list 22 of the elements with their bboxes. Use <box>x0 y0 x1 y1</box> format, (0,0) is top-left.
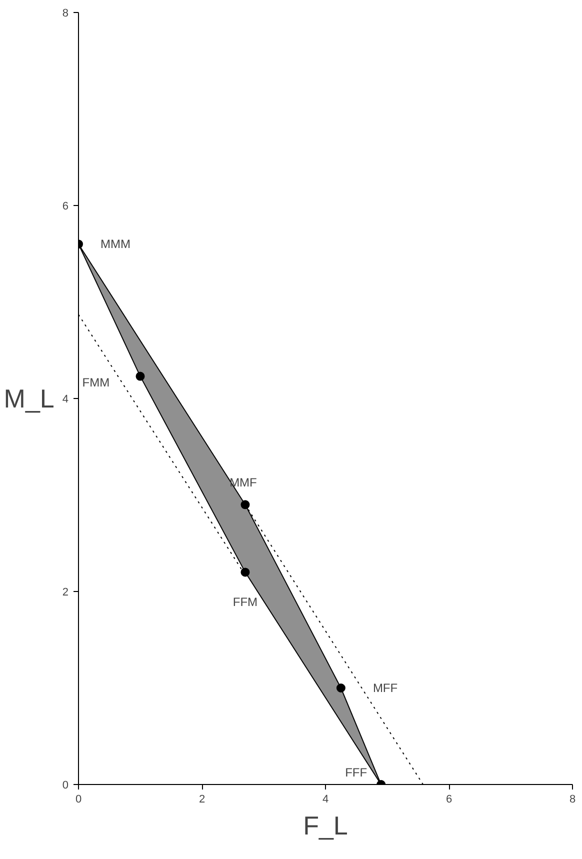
y-tick-label: 2 <box>62 586 69 598</box>
x-tick-label: 6 <box>446 794 452 806</box>
x-tick-label: 4 <box>322 794 329 806</box>
y-axis-title: M_L <box>4 384 54 414</box>
y-tick-label: 4 <box>62 394 69 406</box>
x-tick-label: 8 <box>569 794 576 806</box>
annotation: FFF <box>345 766 368 780</box>
annotation: MMM <box>100 237 130 252</box>
annotation: MFF <box>372 681 398 695</box>
annotation: FMM <box>82 375 110 390</box>
point <box>136 372 145 381</box>
point <box>240 500 250 510</box>
point <box>336 684 346 692</box>
y-tick-label: 8 <box>62 8 69 20</box>
annotation: FFM <box>232 595 258 610</box>
x-tick-label: 2 <box>198 794 206 806</box>
x-axis-title: F_L <box>303 810 348 840</box>
point <box>240 568 250 577</box>
annotation: MMF <box>230 476 257 490</box>
y-tick-label: 6 <box>62 200 69 212</box>
x-tick-label: 0 <box>75 794 82 806</box>
y-tick-label: 0 <box>62 780 69 792</box>
